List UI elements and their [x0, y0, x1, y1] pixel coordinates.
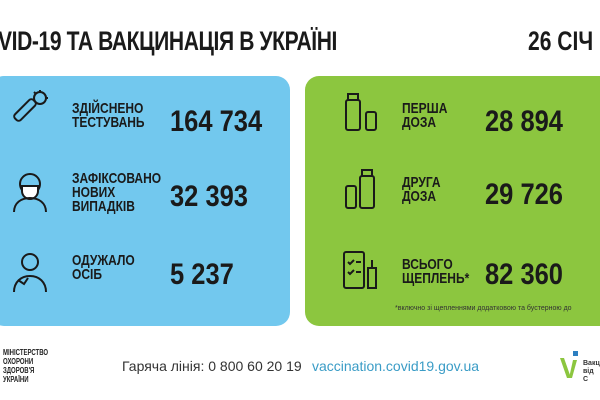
- total-vaccinations-value: 82 360: [485, 258, 564, 291]
- covid-stats-panel: [0, 76, 290, 326]
- checklist-syringe-icon: [343, 251, 377, 289]
- hotline-text: Гаряча лінія: 0 800 60 20 19: [122, 358, 302, 374]
- report-date: 26 СІЧ: [528, 26, 594, 56]
- tests-value: 164 734: [170, 105, 263, 138]
- vaccination-logo-text: Вакц від C: [583, 360, 600, 383]
- recovered-person-icon: [13, 253, 47, 293]
- total-vaccinations-label: ВСЬОГО ЩЕПЛЕНЬ*: [402, 256, 470, 287]
- vaccination-logo-icon: [560, 351, 578, 378]
- first-dose-label: ПЕРША ДОЗА: [402, 100, 448, 131]
- vaccine-vials-icon: [345, 169, 375, 209]
- masked-person-icon: [13, 173, 47, 213]
- test-tube-virus-icon: [13, 90, 48, 122]
- vaccination-website-link[interactable]: vaccination.covid19.gov.ua: [312, 358, 480, 374]
- footnote: *включно зі щепленнями додатковою та бус…: [395, 305, 572, 312]
- new-cases-label: ЗАФІКСОВАНО НОВИХ ВИПАДКІВ: [72, 170, 162, 215]
- second-dose-value: 29 726: [485, 178, 564, 211]
- vaccination-stats-panel: [305, 76, 600, 326]
- second-dose-label: ДРУГА ДОЗА: [402, 174, 441, 205]
- new-cases-value: 32 393: [170, 180, 249, 213]
- ministry-logo: МІНІСТЕРСТВО ОХОРОНИ ЗДОРОВ'Я УКРАЇНИ: [3, 348, 49, 384]
- recovered-label: ОДУЖАЛО ОСІБ: [72, 252, 135, 283]
- recovered-value: 5 237: [170, 258, 234, 291]
- first-dose-value: 28 894: [485, 105, 564, 138]
- tests-label: ЗДІЙСНЕНО ТЕСТУВАНЬ: [72, 100, 145, 131]
- vaccine-vial-icon: [345, 93, 377, 131]
- page-title: VID-19 ТА ВАКЦИНАЦІЯ В УКРАЇНІ: [0, 26, 337, 56]
